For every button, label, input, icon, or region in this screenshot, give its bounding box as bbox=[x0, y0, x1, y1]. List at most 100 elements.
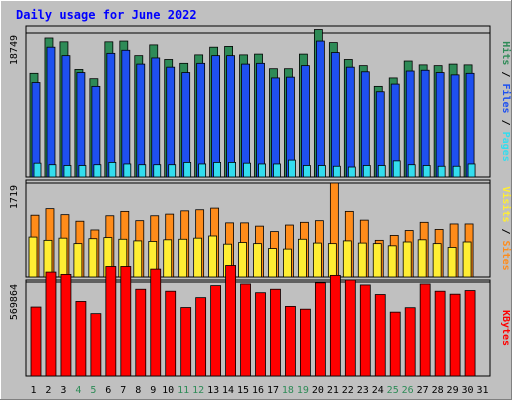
bar-kbytes-day-5 bbox=[90, 313, 102, 377]
bar-files-day-30 bbox=[465, 72, 475, 178]
bar-pages-day-13 bbox=[213, 162, 222, 178]
x-tick-label-5: 5 bbox=[90, 385, 96, 396]
bar-pages-day-7 bbox=[123, 163, 132, 178]
x-tick-label-12: 12 bbox=[192, 385, 204, 396]
bar-files-day-2 bbox=[46, 46, 56, 178]
bar-files-day-19 bbox=[301, 65, 310, 178]
panel-requests bbox=[25, 25, 491, 178]
bar-visits-day-12 bbox=[193, 237, 203, 278]
bar-visits-day-17 bbox=[268, 248, 277, 278]
ylabel-part-hits: Hits bbox=[500, 41, 512, 65]
ylabel-part-files: Files bbox=[500, 83, 512, 113]
bar-visits-day-4 bbox=[73, 243, 83, 278]
bar-kbytes-day-26 bbox=[404, 307, 416, 377]
bar-files-day-6 bbox=[106, 52, 116, 178]
x-tick-label-2: 2 bbox=[45, 385, 51, 396]
bar-files-day-3 bbox=[61, 55, 71, 178]
bar-files-day-5 bbox=[91, 85, 101, 178]
bar-kbytes-day-10 bbox=[165, 290, 177, 377]
y-axis-labels: 18749 Hits / Files / Pages 1719 Visits / Si… bbox=[9, 35, 512, 346]
ylabel-requests: Hits / Files / Pages bbox=[500, 41, 512, 161]
bar-files-day-8 bbox=[136, 63, 146, 178]
bar-kbytes-day-15 bbox=[240, 283, 251, 377]
x-tick-label-1: 1 bbox=[30, 385, 36, 396]
bar-kbytes-day-14 bbox=[225, 265, 236, 377]
max-label-requests: 18749 bbox=[9, 35, 20, 65]
bar-visits-day-20 bbox=[312, 242, 322, 278]
x-tick-label-7: 7 bbox=[120, 385, 126, 396]
bar-files-day-22 bbox=[345, 66, 355, 178]
panel-kbytes bbox=[25, 265, 491, 377]
x-tick-label-26: 26 bbox=[402, 385, 414, 396]
bar-visits-day-16 bbox=[253, 243, 262, 278]
bar-files-day-24 bbox=[375, 91, 385, 178]
bar-pages-day-28 bbox=[437, 165, 446, 178]
bar-files-day-29 bbox=[450, 74, 460, 178]
max-label-visits: 1719 bbox=[9, 185, 20, 209]
bar-pages-day-18 bbox=[288, 159, 296, 178]
bar-pages-day-6 bbox=[108, 162, 117, 178]
x-tick-label-3: 3 bbox=[60, 385, 66, 396]
bar-visits-day-26 bbox=[402, 241, 412, 278]
bar-pages-day-26 bbox=[407, 164, 416, 178]
bar-kbytes-day-16 bbox=[255, 292, 266, 377]
x-tick-label-17: 17 bbox=[267, 385, 279, 396]
bar-visits-day-11 bbox=[178, 238, 188, 278]
x-tick-label-6: 6 bbox=[105, 385, 111, 396]
bar-pages-day-5 bbox=[93, 164, 102, 178]
bar-pages-day-1 bbox=[33, 162, 42, 178]
x-tick-label-25: 25 bbox=[387, 385, 399, 396]
bar-pages-day-19 bbox=[303, 165, 311, 178]
bar-pages-day-21 bbox=[332, 165, 341, 178]
x-tick-label-16: 16 bbox=[252, 385, 264, 396]
x-tick-label-15: 15 bbox=[237, 385, 249, 396]
x-tick-label-28: 28 bbox=[432, 385, 444, 396]
bar-kbytes-day-12 bbox=[195, 297, 207, 377]
bar-pages-day-29 bbox=[452, 165, 461, 178]
ylabel-visits: Visits / Sites bbox=[500, 186, 512, 270]
bar-visits-day-13 bbox=[208, 235, 218, 278]
bar-visits-day-29 bbox=[447, 247, 457, 278]
bar-visits-day-19 bbox=[298, 238, 307, 278]
bar-visits-day-28 bbox=[432, 243, 442, 278]
bar-pages-day-17 bbox=[273, 163, 281, 178]
bar-visits-day-8 bbox=[133, 240, 143, 278]
x-tick-label-23: 23 bbox=[357, 385, 369, 396]
bar-visits-day-21 bbox=[327, 243, 337, 278]
x-axis-tick-labels: 1 2 3 4 5 6 7 8 9 10 11 12 13 14 15 16 17 18 19 20 21 22 23 24 2… bbox=[30, 385, 488, 396]
x-tick-label-9: 9 bbox=[150, 385, 156, 396]
ylabel-kbytes: KBytes bbox=[500, 310, 511, 346]
bar-pages-day-24 bbox=[377, 165, 386, 178]
bar-visits-day-25 bbox=[387, 245, 397, 278]
bar-pages-day-22 bbox=[347, 166, 356, 178]
ylabel-separator: / bbox=[500, 114, 511, 132]
bar-pages-day-11 bbox=[183, 162, 192, 178]
x-tick-label-20: 20 bbox=[312, 385, 324, 396]
bar-kbytes-day-4 bbox=[75, 301, 87, 377]
x-tick-label-18: 18 bbox=[282, 385, 294, 396]
x-tick-label-29: 29 bbox=[447, 385, 459, 396]
bar-kbytes-day-2 bbox=[45, 271, 57, 377]
bar-visits-day-5 bbox=[88, 238, 98, 278]
bar-kbytes-day-6 bbox=[105, 266, 117, 377]
x-tick-label-4: 4 bbox=[75, 385, 81, 396]
bar-pages-day-10 bbox=[168, 164, 177, 178]
ylabel-part-kbytes: KBytes bbox=[500, 310, 511, 346]
bar-files-day-10 bbox=[166, 66, 176, 178]
bar-pages-day-27 bbox=[422, 165, 431, 178]
ylabel-separator: / bbox=[500, 222, 511, 240]
bar-files-day-17 bbox=[271, 77, 280, 178]
max-label-kbytes: 569864 bbox=[9, 284, 20, 320]
ylabel-separator: / bbox=[500, 65, 511, 83]
bar-kbytes-day-9 bbox=[150, 268, 162, 377]
bar-pages-day-2 bbox=[48, 164, 57, 178]
bar-kbytes-day-1 bbox=[30, 306, 42, 377]
x-tick-label-31: 31 bbox=[476, 385, 488, 396]
x-tick-label-11: 11 bbox=[177, 385, 189, 396]
bar-visits-day-30 bbox=[462, 241, 472, 278]
x-tick-label-24: 24 bbox=[372, 385, 384, 396]
bar-files-day-27 bbox=[420, 69, 430, 178]
ylabel-part-sites: Sites bbox=[500, 241, 512, 271]
bar-files-day-20 bbox=[315, 40, 325, 178]
